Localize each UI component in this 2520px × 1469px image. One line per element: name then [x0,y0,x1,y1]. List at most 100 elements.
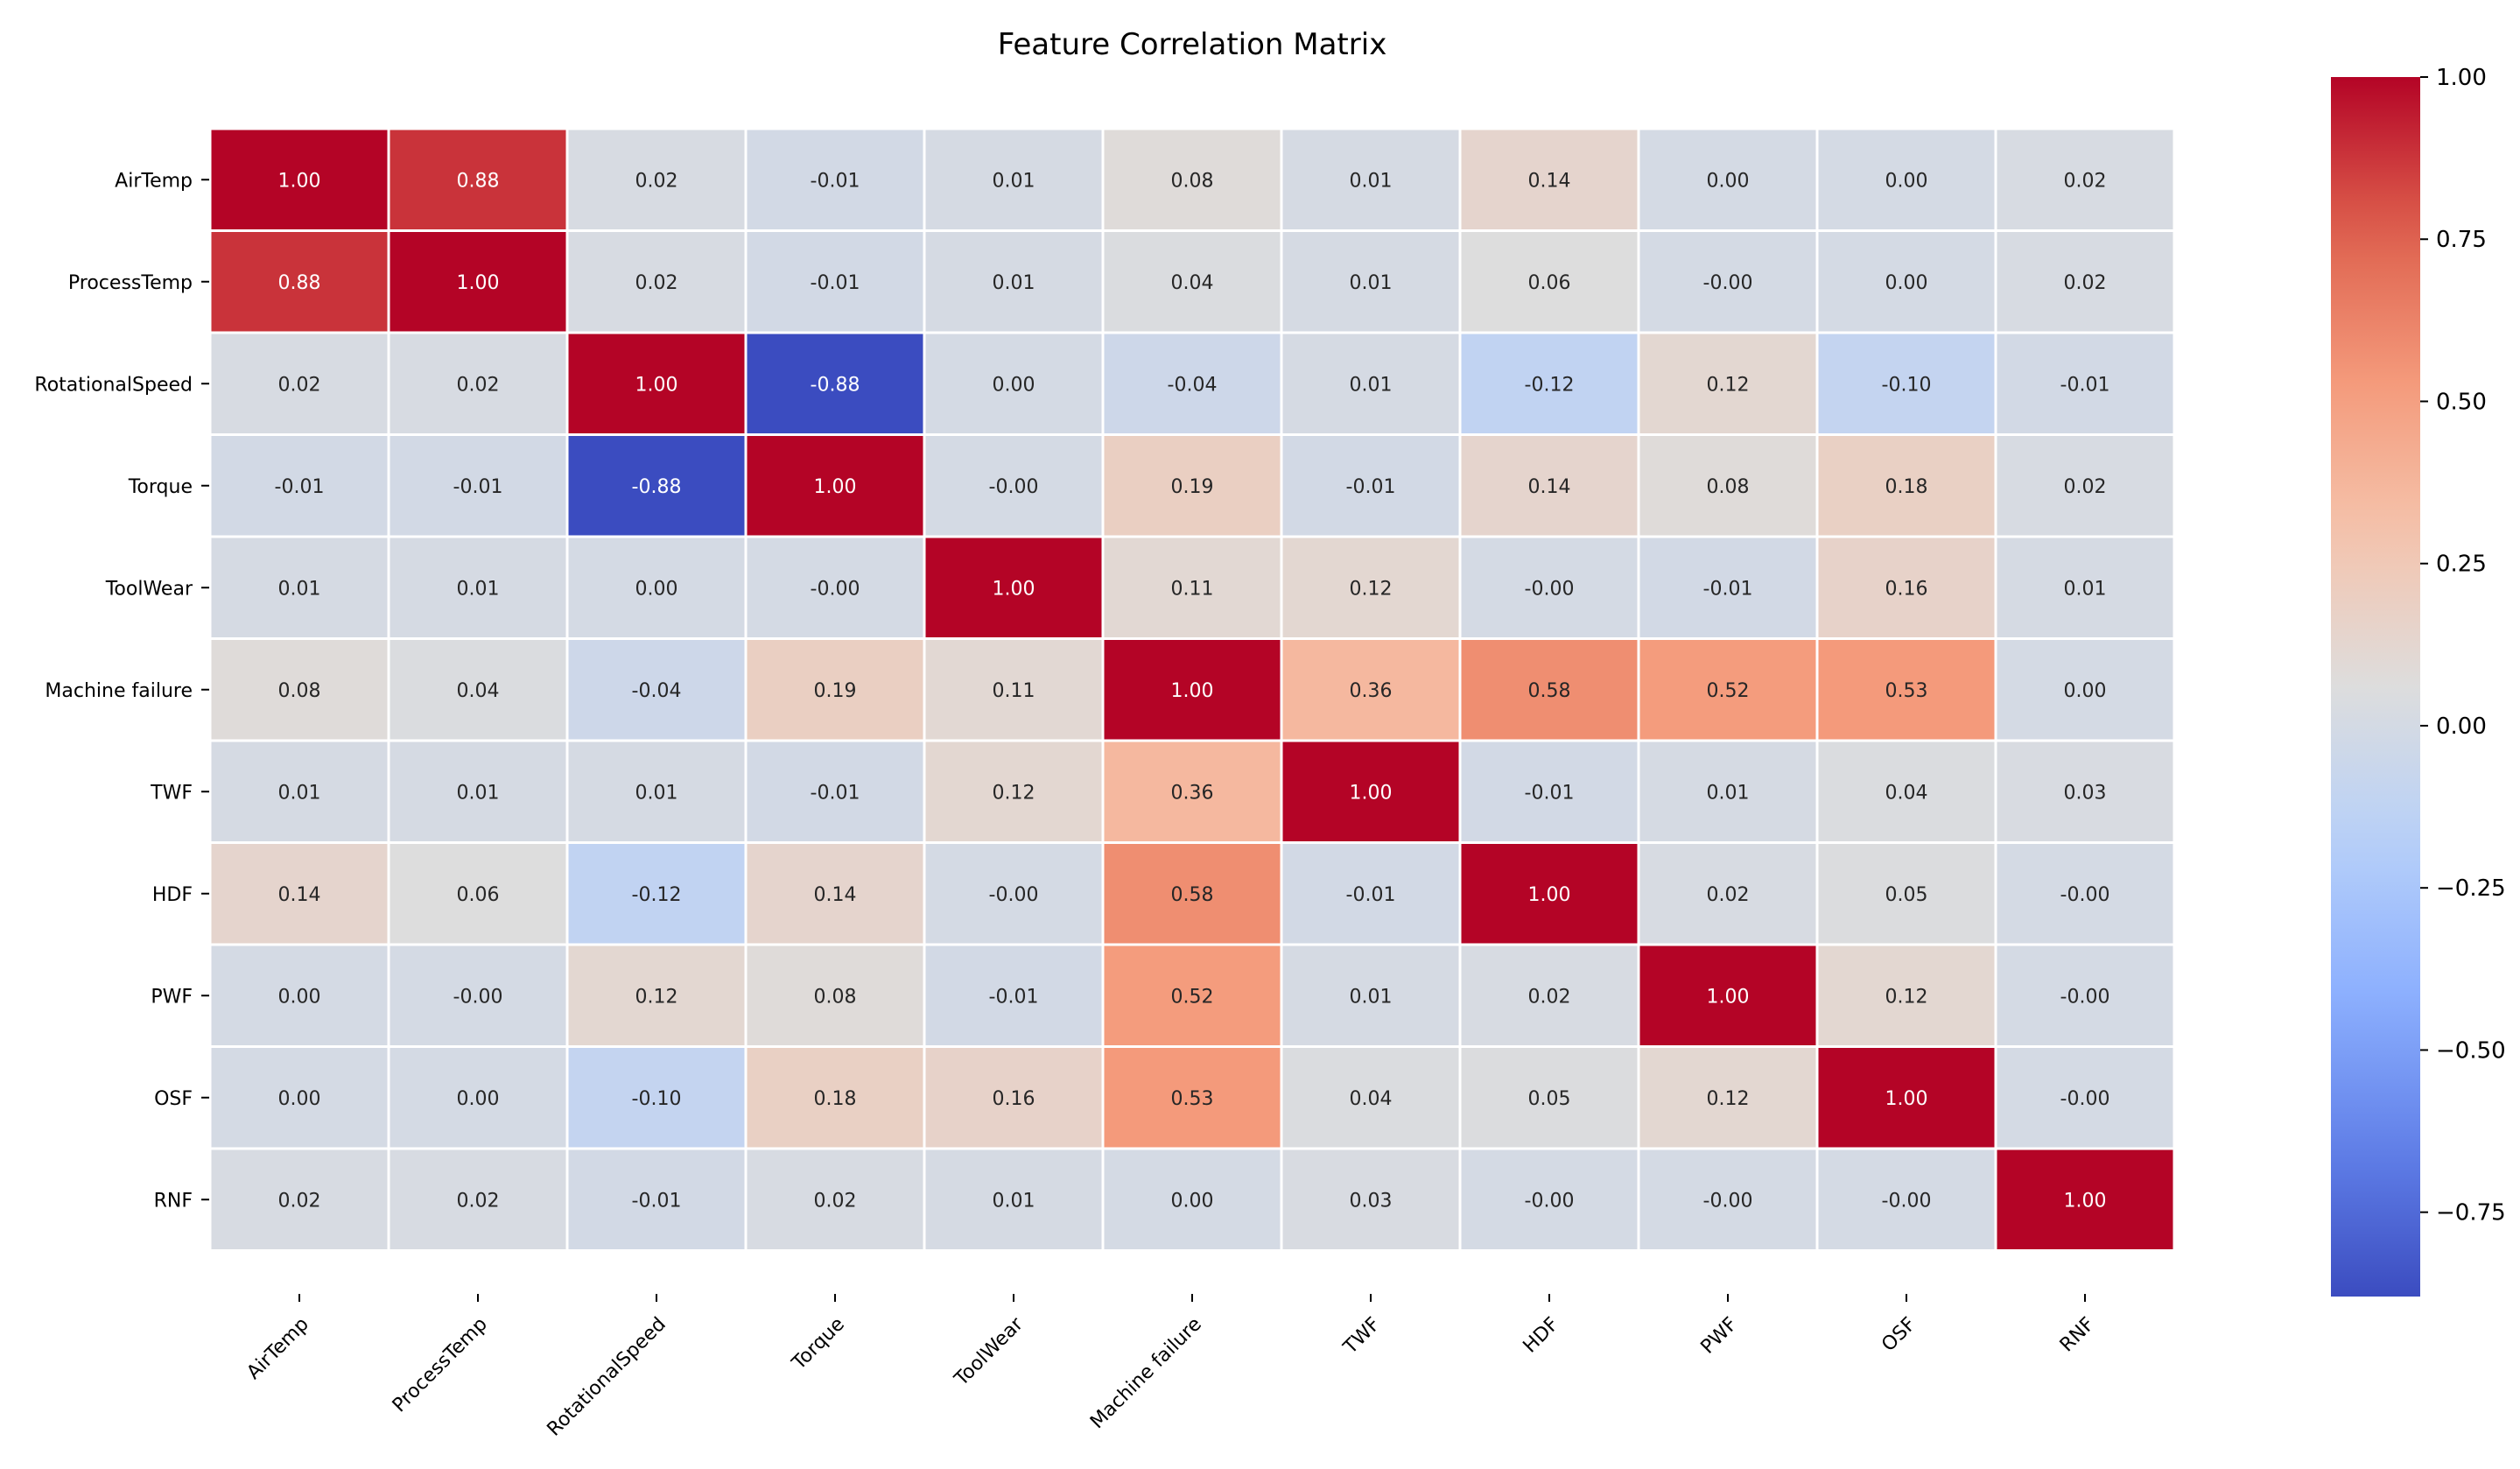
cell-value-label: 0.00 [1171,1190,1214,1212]
cell-value-label: 0.01 [457,578,500,600]
row-label: HDF [152,884,193,906]
heatmap-cell [1994,433,2176,538]
column-label: AirTemp [242,1313,312,1383]
heatmap-cell [1280,229,1462,334]
cell-value-label: 1.00 [1528,884,1571,906]
cell-value-label: 0.04 [1171,272,1214,294]
heatmap-cell [923,535,1105,640]
heatmap-cell [1280,943,1462,1048]
cell-value-label: 0.02 [2064,476,2107,498]
cell-value-label: -0.10 [1882,374,1932,396]
heatmap-cell [1994,637,2176,742]
heatmap-cell [565,1147,748,1252]
row-label: OSF [154,1088,193,1110]
cell-value-label: -0.00 [1703,272,1753,294]
heatmap-cell [565,127,748,232]
cell-value-label: -0.01 [811,170,860,192]
cell-value-label: 0.02 [457,374,500,396]
cell-value-label: 0.03 [2064,782,2107,804]
heatmap-cell [1458,739,1640,844]
cell-value-label: 0.88 [457,170,500,192]
heatmap-cell [1994,841,2176,946]
heatmap-cell [387,841,569,946]
cell-value-label: 1.00 [1171,680,1214,702]
heatmap-cell [1637,1147,1819,1252]
heatmap-cell [565,433,748,538]
heatmap-cell [565,1045,748,1150]
column-label: OSF [1878,1313,1920,1356]
cell-value-label: -0.04 [1168,374,1218,396]
cell-value-label: 0.52 [1707,680,1750,702]
heatmap-cell [1994,739,2176,844]
heatmap-cell [1994,535,2176,640]
cell-value-label: 0.00 [278,1088,321,1110]
colorbar-tick-label: −0.25 [2436,875,2506,902]
cell-value-label: 0.03 [1350,1190,1393,1212]
heatmap-cell [387,1147,569,1252]
heatmap-cell [1994,1147,2176,1252]
row-labels: AirTemp ProcessTemp RotationalSpeed Torque T… [34,170,209,1212]
cell-value-label: 0.18 [1885,476,1928,498]
heatmap-cell [1994,229,2176,334]
row-label: Torque [128,476,193,498]
heatmap-cell [565,943,748,1048]
cell-value-label: 0.19 [814,680,857,702]
row-label: TWF [150,782,193,804]
cell-value-label: -0.12 [632,884,682,906]
column-label: ProcessTemp [389,1313,492,1416]
heatmap-cell [744,739,926,844]
cell-value-label: -0.00 [989,476,1039,498]
cell-value-label: 0.01 [457,782,500,804]
cell-value-label: 0.52 [1171,986,1214,1008]
cell-value-label: -0.01 [811,272,860,294]
heatmap-cell [1637,433,1819,538]
cell-value-label: 0.01 [278,782,321,804]
column-labels: AirTemp ProcessTemp RotationalSpeed Torque T… [242,1294,2099,1441]
heatmap-cell [1994,331,2176,436]
chart-title: Feature Correlation Matrix [998,27,1387,62]
cell-value-label: 1.00 [2064,1190,2107,1212]
cell-value-label: -0.00 [2060,884,2110,906]
cell-value-label: 0.12 [1885,986,1928,1008]
heatmap-cell [744,841,926,946]
cell-value-label: 0.16 [993,1088,1035,1110]
cell-value-label: 0.88 [278,272,321,294]
cell-value-label: -0.01 [632,1190,682,1212]
heatmap-cell [1815,739,1997,844]
heatmap-cell [923,841,1105,946]
heatmap-cell [1101,841,1283,946]
heatmap-cell [1815,127,1997,232]
cell-value-label: -0.12 [1525,374,1575,396]
colorbar-tick-label: 0.50 [2436,389,2487,415]
cell-value-label: 0.11 [993,680,1035,702]
cell-value-label: 0.00 [457,1088,500,1110]
colorbar-tick-label: 0.25 [2436,552,2487,578]
cell-value-label: 0.04 [457,680,500,702]
cell-value-label: 0.12 [635,986,678,1008]
column-label: ToolWear [950,1313,1028,1391]
cell-value-label: -0.00 [1703,1190,1753,1212]
cell-value-label: 0.02 [635,272,678,294]
heatmap-cell [1637,637,1819,742]
heatmap-cell [923,229,1105,334]
heatmap-cell [1637,739,1819,844]
heatmap-cell [387,127,569,232]
column-label: PWF [1697,1313,1742,1358]
cell-value-label: 0.00 [993,374,1035,396]
heatmap-cell [1280,739,1462,844]
cell-value-label: -0.88 [811,374,860,396]
cell-value-label: 0.12 [1707,1088,1750,1110]
cell-value-label: -0.10 [632,1088,682,1110]
heatmap-cell [1458,229,1640,334]
cell-value-label: -0.00 [811,578,860,600]
cell-value-label: 0.00 [635,578,678,600]
cell-value-label: 0.12 [993,782,1035,804]
cell-value-label: 0.01 [1707,782,1750,804]
cell-value-label: 0.02 [635,170,678,192]
cell-value-label: -0.00 [989,884,1039,906]
heatmap-cell [923,1147,1105,1252]
heatmap-cell [1101,535,1283,640]
heatmap-cell [565,739,748,844]
cell-value-label: -0.01 [275,476,325,498]
